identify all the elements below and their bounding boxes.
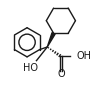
Text: O: O: [57, 69, 65, 79]
Polygon shape: [47, 33, 55, 47]
Text: OH: OH: [77, 51, 92, 61]
Text: HO: HO: [23, 63, 38, 73]
